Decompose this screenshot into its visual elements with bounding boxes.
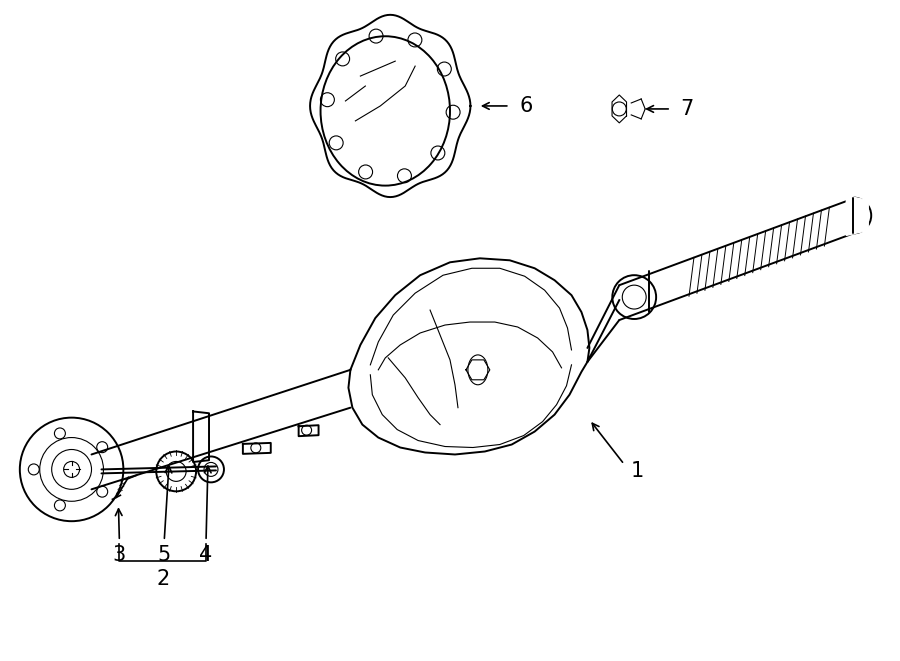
Polygon shape	[846, 196, 868, 235]
Text: 4: 4	[200, 545, 212, 565]
Text: 5: 5	[158, 545, 171, 565]
Text: 1: 1	[631, 461, 644, 481]
Text: 2: 2	[156, 569, 169, 589]
Text: 7: 7	[680, 99, 694, 119]
Text: 3: 3	[112, 545, 126, 565]
Text: 6: 6	[520, 96, 534, 116]
